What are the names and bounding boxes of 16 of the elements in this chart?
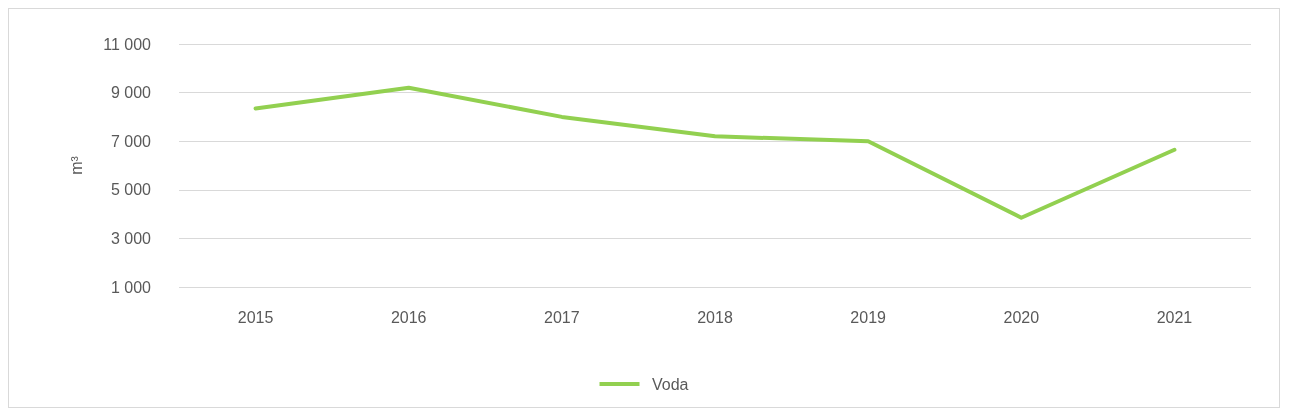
y-tick-label: 3 000 xyxy=(110,229,152,247)
y-axis-title: m³ xyxy=(67,155,85,175)
x-tick-label: 2016 xyxy=(390,308,427,326)
x-tick-label: 2018 xyxy=(697,308,733,326)
x-tick-label: 2019 xyxy=(850,308,887,326)
x-tick-label: 2020 xyxy=(1003,308,1040,326)
x-tick-label: 2021 xyxy=(1156,308,1193,326)
legend-label: Voda xyxy=(652,375,689,393)
x-tick-label: 2017 xyxy=(544,308,580,326)
line-series xyxy=(253,85,1177,220)
y-tick-label: 5 000 xyxy=(110,181,152,199)
y-tick-label: 11 000 xyxy=(103,35,152,53)
y-tick-label: 7 000 xyxy=(110,132,152,150)
y-tick-label: 1 000 xyxy=(110,278,152,296)
x-tick-label: 2015 xyxy=(237,308,274,326)
y-tick-label: 9 000 xyxy=(110,84,152,102)
